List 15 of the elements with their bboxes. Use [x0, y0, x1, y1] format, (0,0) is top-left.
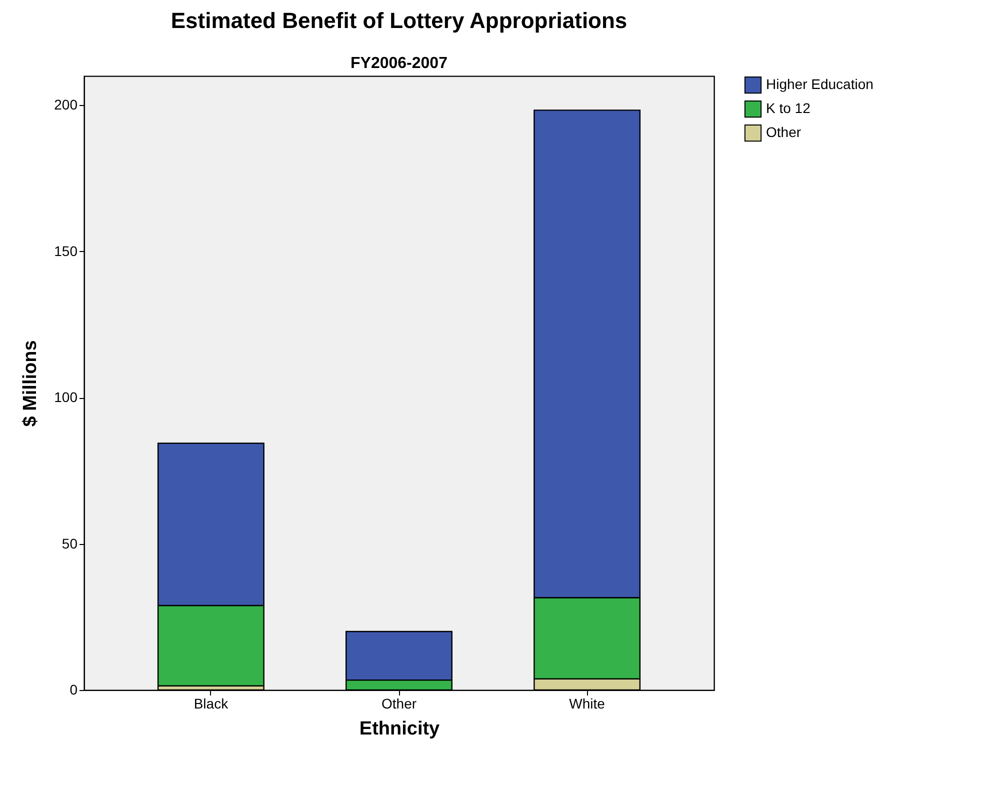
x-tick-label: Black: [194, 696, 230, 712]
y-tick-label: 200: [54, 96, 78, 113]
y-axis-title: $ Millions: [20, 340, 42, 427]
y-tick-label: 50: [62, 535, 78, 552]
chart-title: Estimated Benefit of Lottery Appropriations: [170, 8, 628, 33]
legend-label: Higher Education: [766, 76, 874, 92]
y-tick-label: 150: [54, 242, 78, 259]
y-tick-label: 100: [54, 389, 78, 406]
y-tick-label: 0: [70, 682, 78, 698]
legend-label: K to 12: [766, 100, 811, 116]
x-tick-label: Other: [381, 696, 417, 712]
x-axis-title: Ethnicity: [359, 718, 440, 740]
legend-label: Other: [766, 124, 802, 140]
x-tick-label: White: [569, 696, 606, 712]
chart-subtitle: FY2006-2007: [350, 55, 448, 72]
